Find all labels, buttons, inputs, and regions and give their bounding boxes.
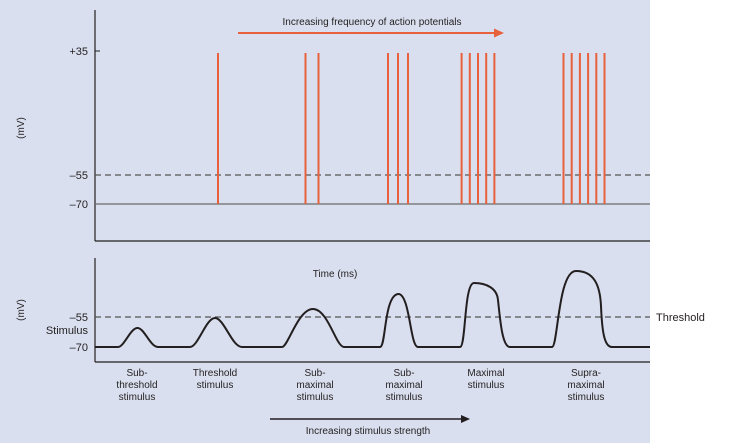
stimulus-category-line: stimulus <box>119 392 156 403</box>
stimulus-category-label: Sub-threshold stimulus <box>116 368 157 403</box>
top-panel: (mV) +35 –55 –70 Increasing frequency of… <box>16 10 650 242</box>
stimulus-category-label: Maximal stimulus <box>467 368 504 391</box>
bottom-tick-label-minus55: –55 <box>70 312 88 324</box>
stimulus-category-line: threshold <box>116 380 157 391</box>
time-axis-label: Time (ms) <box>313 269 358 280</box>
stimulus-category-line: maximal <box>296 380 333 391</box>
stimulus-category-line: maximal <box>385 380 422 391</box>
top-tick-label-minus70: –70 <box>70 199 88 211</box>
frequency-arrow: Increasing frequency of action potential… <box>238 17 504 38</box>
top-y-axis-label: (mV) <box>16 117 27 139</box>
stimulus-category-line: Threshold <box>193 368 237 379</box>
stimulus-category-label: Sub-maximal stimulus <box>296 368 333 403</box>
threshold-label: Threshold <box>656 312 705 324</box>
top-tick-label-plus35: +35 <box>69 46 88 58</box>
action-potential-spikes <box>217 53 606 204</box>
stimulus-strength-curve <box>95 270 650 348</box>
stimulus-category-line: stimulus <box>386 392 423 403</box>
stimulus-strength-arrow-caption: Increasing stimulus strength <box>306 426 431 437</box>
stimulus-category-line: Sub- <box>126 368 147 379</box>
stimulus-category-line: Sub- <box>304 368 325 379</box>
bottom-y-axis-label: (mV) <box>16 299 27 321</box>
stimulus-category-label: Sub-maximal stimulus <box>385 368 422 403</box>
stimulus-category-line: stimulus <box>197 380 234 391</box>
stimulus-category-line: Maximal <box>467 368 504 379</box>
stimulus-category-line: stimulus <box>468 380 505 391</box>
frequency-arrow-caption: Increasing frequency of action potential… <box>283 17 462 28</box>
stimulus-category-line: Supra- <box>571 368 601 379</box>
bottom-tick-label-minus70: –70 <box>70 342 88 354</box>
stimulus-category-label: Supra-maximal stimulus <box>567 368 604 403</box>
frequency-arrow-head <box>494 28 504 38</box>
stimulus-category-line: stimulus <box>297 392 334 403</box>
stimulus-category-label: Threshold stimulus <box>193 368 237 391</box>
stimulus-label: Stimulus <box>46 325 89 337</box>
stimulus-category-line: stimulus <box>568 392 605 403</box>
bottom-panel: (mV) –55 Stimulus –70 Threshold Time (ms… <box>16 258 705 437</box>
top-tick-label-minus55: –55 <box>70 170 88 182</box>
stimulus-strength-arrow-head <box>461 415 470 423</box>
stimulus-strength-arrow: Increasing stimulus strength <box>270 415 470 437</box>
stimulus-category-line: Sub- <box>393 368 414 379</box>
stimulus-category-line: maximal <box>567 380 604 391</box>
diagram-background <box>0 0 650 443</box>
